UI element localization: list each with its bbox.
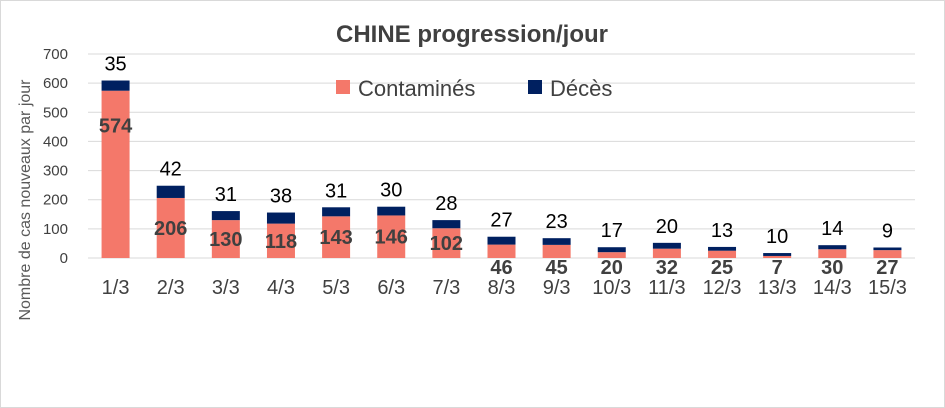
data-label-contamines: 25	[711, 257, 733, 279]
x-tick-label: 2/3	[157, 277, 185, 299]
x-tick-label: 3/3	[212, 277, 240, 299]
bar-contamines	[597, 252, 626, 258]
x-tick-label: 13/3	[758, 277, 797, 299]
data-label-deces: 27	[490, 210, 512, 232]
data-label-contamines: 45	[546, 257, 568, 279]
y-tick-label: 700	[43, 46, 68, 63]
bar-deces	[211, 211, 240, 221]
data-label-contamines: 118	[265, 231, 297, 253]
bar-contamines	[652, 248, 681, 258]
bar-deces	[266, 212, 295, 224]
bar-contamines	[156, 197, 185, 258]
data-labels: 35 574 42 206 31 130 38 118 31 143 30 146 28 102 27 46 2…	[99, 54, 899, 279]
bar-contamines	[873, 250, 902, 258]
bar-deces	[597, 247, 626, 253]
bar-contamines	[763, 255, 792, 258]
data-label-contamines: 130	[209, 229, 242, 251]
x-tick-label: 8/3	[488, 277, 516, 299]
x-tick-label: 11/3	[648, 277, 685, 299]
bar-deces	[487, 236, 516, 245]
bar-deces	[156, 185, 185, 198]
bar-deces	[322, 207, 351, 217]
y-tick-label: 300	[43, 163, 68, 180]
data-label-deces: 42	[160, 159, 182, 181]
data-label-deces: 31	[215, 184, 237, 206]
bar-deces	[873, 247, 902, 251]
data-label-deces: 17	[601, 220, 623, 242]
y-tick-label: 600	[43, 75, 68, 92]
legend: Contaminés Décès	[336, 76, 612, 101]
data-label-deces: 30	[380, 180, 402, 202]
y-tick-label: 500	[43, 104, 68, 121]
bar-contamines	[101, 90, 130, 258]
bars	[101, 80, 902, 258]
data-label-contamines: 32	[656, 257, 678, 279]
x-tick-label: 5/3	[322, 277, 350, 299]
data-label-contamines: 7	[772, 257, 783, 279]
bar-contamines	[708, 250, 737, 258]
data-label-contamines: 574	[99, 116, 133, 138]
data-label-contamines: 146	[375, 227, 408, 249]
data-label-deces: 28	[435, 193, 457, 215]
x-tick-label: 14/3	[813, 277, 852, 299]
data-label-deces: 20	[656, 216, 678, 238]
data-label-contamines: 46	[490, 257, 512, 279]
legend-label-contamines: Contaminés	[358, 76, 475, 101]
bar-contamines	[432, 228, 461, 258]
bar-contamines	[542, 244, 571, 258]
bar-deces	[818, 245, 847, 250]
x-tick-label: 12/3	[703, 277, 742, 299]
data-label-contamines: 30	[821, 257, 843, 279]
bar-deces	[763, 253, 792, 256]
y-axis-ticks: 0 100 200 300 400 500 600 700	[43, 46, 68, 267]
y-tick-label: 400	[43, 133, 68, 150]
bar-deces	[377, 206, 406, 216]
bar-deces	[542, 238, 571, 245]
bar-contamines	[211, 220, 240, 258]
data-label-contamines: 143	[319, 227, 352, 249]
y-tick-label: 200	[43, 192, 68, 209]
bar-contamines	[487, 244, 516, 258]
bar-contamines	[322, 216, 351, 258]
x-tick-label: 7/3	[432, 277, 460, 299]
bar-deces	[708, 246, 737, 251]
data-label-deces: 14	[821, 218, 843, 240]
data-label-deces: 38	[270, 186, 292, 208]
data-label-deces: 13	[711, 220, 733, 242]
data-label-contamines: 27	[876, 257, 898, 279]
data-label-deces: 9	[882, 221, 893, 243]
x-tick-label: 15/3	[868, 277, 907, 299]
bar-deces	[101, 80, 130, 91]
data-label-contamines: 20	[601, 257, 623, 279]
x-tick-label: 9/3	[543, 277, 571, 299]
x-axis-ticks: 1/3 2/3 3/3 4/3 5/3 6/3 7/3 8/3 9/3 10/3 11/3 12/3 1…	[102, 277, 907, 299]
legend-label-deces: Décès	[550, 76, 612, 101]
data-label-deces: 23	[546, 211, 568, 233]
y-tick-label: 0	[60, 250, 68, 267]
chart-title: CHINE progression/jour	[336, 21, 608, 48]
data-label-contamines: 206	[154, 218, 187, 240]
bar-contamines	[266, 223, 295, 258]
data-label-deces: 10	[766, 226, 788, 248]
bar-deces	[432, 220, 461, 229]
legend-swatch-deces	[528, 80, 542, 94]
data-label-contamines: 102	[430, 233, 463, 255]
data-label-deces: 35	[104, 54, 126, 76]
bar-deces	[652, 242, 681, 249]
x-tick-label: 10/3	[592, 277, 631, 299]
y-tick-label: 100	[43, 221, 68, 238]
data-label-deces: 31	[325, 180, 347, 202]
legend-swatch-contamines	[336, 80, 350, 94]
x-tick-label: 6/3	[377, 277, 405, 299]
bar-contamines	[377, 215, 406, 258]
x-tick-label: 4/3	[267, 277, 295, 299]
y-axis-label: Nombre de cas nouveaux par jour	[17, 79, 34, 321]
bar-contamines	[818, 249, 847, 258]
x-tick-label: 1/3	[102, 277, 130, 299]
